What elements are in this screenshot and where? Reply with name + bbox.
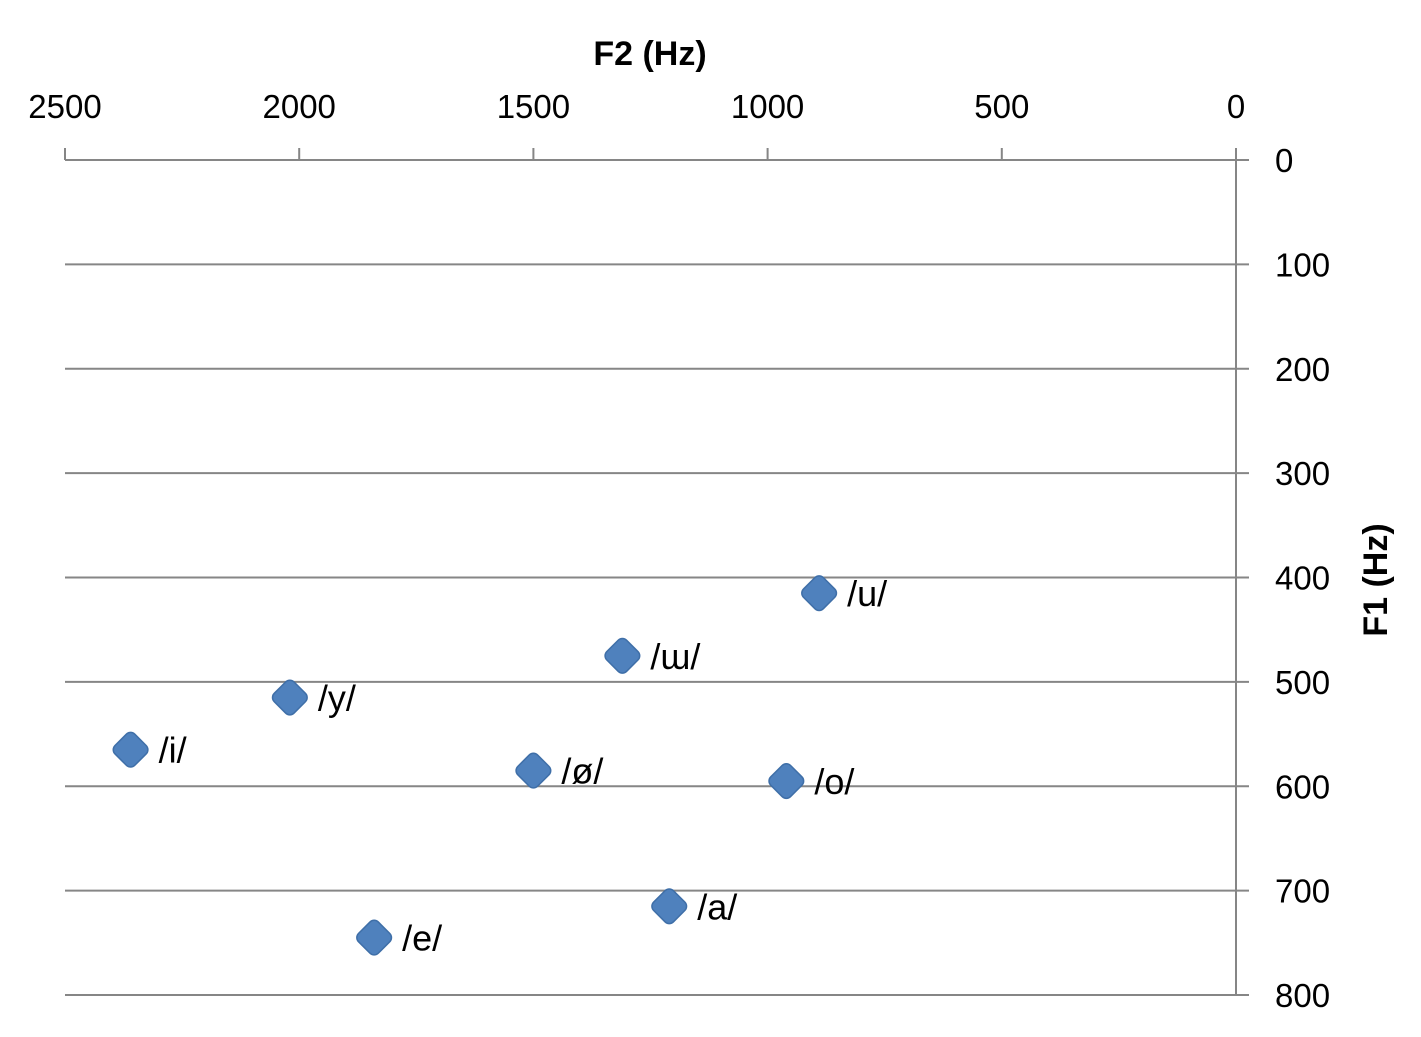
x-tick-label: 1500 <box>497 88 570 125</box>
x-tick-label: 2000 <box>262 88 335 125</box>
data-point <box>515 752 552 789</box>
axes <box>64 148 1249 996</box>
data-label: /o/ <box>814 761 854 802</box>
y-axis-title: F1 (Hz) <box>1357 523 1395 636</box>
y-tick-label: 0 <box>1275 142 1293 179</box>
data-point <box>801 575 838 612</box>
x-tick-label: 1000 <box>731 88 804 125</box>
y-tick-label: 100 <box>1275 246 1330 283</box>
data-label: /e/ <box>402 918 442 959</box>
data-point <box>356 919 393 956</box>
data-points <box>112 575 838 956</box>
y-tick-label: 700 <box>1275 873 1330 910</box>
y-tick-label: 600 <box>1275 768 1330 805</box>
data-point <box>604 637 641 674</box>
x-tick-label: 0 <box>1227 88 1245 125</box>
data-point <box>768 762 805 800</box>
x-tick-label: 2500 <box>28 88 101 125</box>
data-point <box>271 679 308 716</box>
x-tick-label: 500 <box>974 88 1029 125</box>
data-label: /ɯ/ <box>650 636 700 677</box>
y-tick-label: 200 <box>1275 351 1330 388</box>
y-tick-label: 800 <box>1275 977 1330 1014</box>
data-label: /u/ <box>847 573 887 614</box>
y-tick-label: 300 <box>1275 455 1330 492</box>
tick-labels: 2500 2000 1500 1000 500 00 100 200 300 400 500 600 7… <box>28 88 1330 1014</box>
y-tick-label: 500 <box>1275 664 1330 701</box>
data-label: /ø/ <box>561 751 603 792</box>
data-label: /a/ <box>697 886 737 927</box>
data-label: /i/ <box>159 730 187 771</box>
data-point <box>112 731 149 768</box>
point-labels: /u/ /ɯ/ /y/ /i/ /ø/ /o/ /a/ /e/ <box>159 573 888 958</box>
data-label: /y/ <box>318 678 356 719</box>
gridlines <box>65 263 1236 996</box>
x-axis-title: F2 (Hz) <box>593 35 706 73</box>
y-tick-label: 400 <box>1275 560 1330 597</box>
data-point <box>651 888 688 925</box>
